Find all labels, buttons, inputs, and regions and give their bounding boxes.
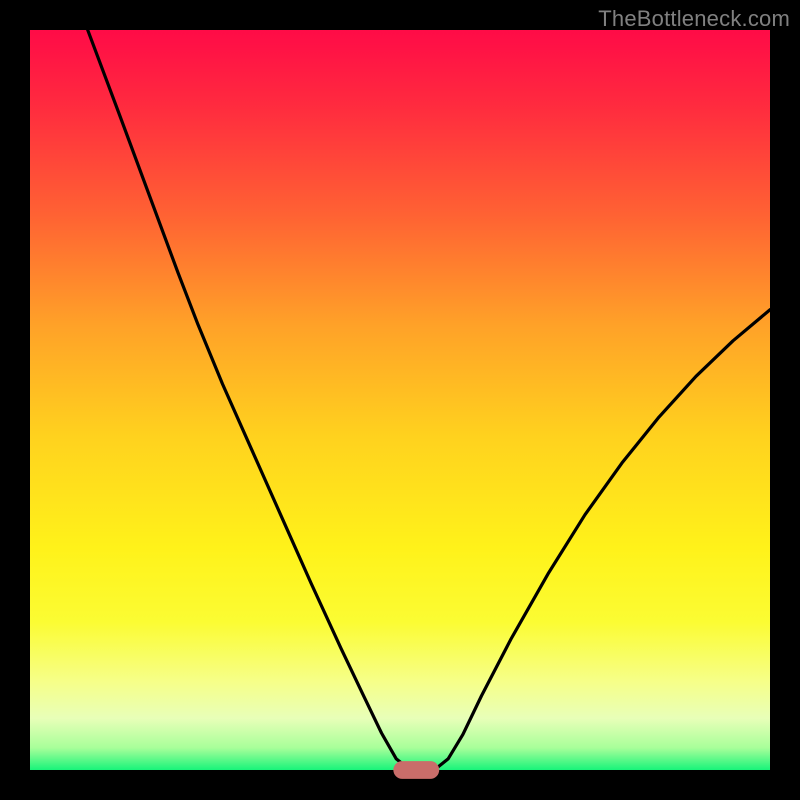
chart-svg bbox=[0, 0, 800, 800]
watermark-text: TheBottleneck.com bbox=[598, 6, 790, 32]
bottleneck-chart: TheBottleneck.com bbox=[0, 0, 800, 800]
plot-background bbox=[30, 30, 770, 770]
optimal-marker bbox=[393, 761, 439, 779]
